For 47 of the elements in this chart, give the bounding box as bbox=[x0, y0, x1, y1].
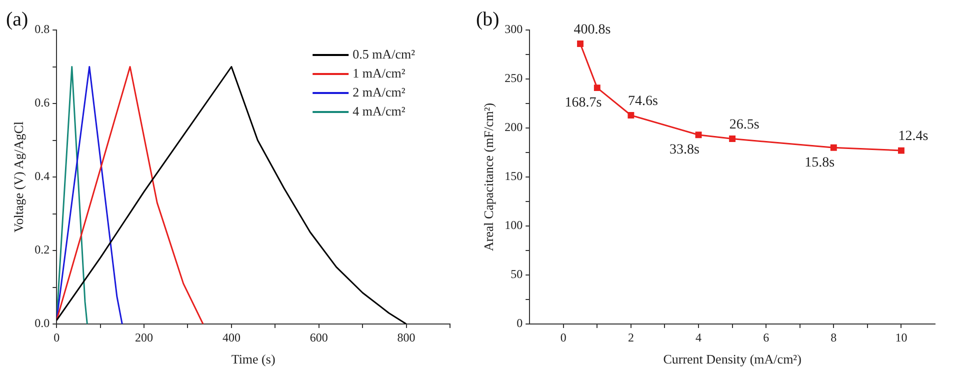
y-tick-label: 0.4 bbox=[34, 169, 50, 184]
point bbox=[729, 136, 736, 142]
y-axis-title: Voltage (V) Ag/AgCl bbox=[11, 121, 26, 232]
point bbox=[898, 147, 904, 154]
annotation: 33.8s bbox=[670, 142, 700, 158]
x-axis-title: Time (s) bbox=[231, 352, 276, 367]
annotation: 12.4s bbox=[898, 129, 928, 144]
y-tick-label: 50 bbox=[510, 267, 523, 282]
x-tick-label: 400 bbox=[222, 330, 240, 344]
y-tick-label: 100 bbox=[504, 218, 523, 232]
point bbox=[594, 84, 600, 92]
y-axis-title: Areal Capacitance (mF/cm²) bbox=[481, 102, 496, 252]
x-tick-label: 0 bbox=[560, 330, 566, 344]
x-tick-label: 10 bbox=[895, 330, 908, 344]
y-tick-label: 0.8 bbox=[34, 22, 50, 36]
y-tick-label: 150 bbox=[504, 169, 523, 184]
chart-title: (b) bbox=[476, 8, 500, 30]
legend-label: 1 mA/cm² bbox=[352, 65, 406, 80]
x-tick-label: 8 bbox=[830, 330, 837, 344]
annotation: 400.8s bbox=[574, 22, 611, 38]
x-tick-label: 800 bbox=[397, 330, 416, 344]
x-tick-label: 200 bbox=[135, 330, 154, 344]
x-tick-label: 2 bbox=[628, 330, 634, 344]
point bbox=[577, 40, 584, 47]
point bbox=[628, 112, 634, 118]
legend-label: 0.5 mA/cm² bbox=[352, 46, 416, 62]
point bbox=[695, 132, 702, 138]
annotation: 74.6s bbox=[628, 94, 658, 109]
x-tick-label: 6 bbox=[763, 330, 770, 344]
legend-label: 4 mA/cm² bbox=[352, 103, 406, 118]
y-tick-label: 0.6 bbox=[34, 96, 50, 110]
text: 0.0 bbox=[34, 316, 50, 330]
x-axis-title: Current Density (mA/cm²) bbox=[663, 352, 802, 367]
annotation: 26.5s bbox=[729, 117, 760, 132]
annotation: 168.7s bbox=[564, 95, 602, 110]
y-tick-label: 250 bbox=[504, 71, 523, 86]
legend-label: 2 mA/cm² bbox=[352, 84, 406, 100]
x-tick-label: 600 bbox=[310, 330, 328, 344]
chart-title: (a) bbox=[6, 8, 28, 30]
x-tick-label: 4 bbox=[696, 330, 702, 344]
annotation: 15.8s bbox=[804, 155, 835, 170]
point bbox=[830, 144, 837, 151]
y-tick-label: 0.2 bbox=[34, 242, 50, 257]
x-tick-label: 0 bbox=[54, 330, 60, 344]
y-tick-label: 300 bbox=[504, 22, 523, 36]
y-tick-label: 200 bbox=[504, 120, 523, 134]
y-tick-label: 0 bbox=[516, 316, 523, 330]
